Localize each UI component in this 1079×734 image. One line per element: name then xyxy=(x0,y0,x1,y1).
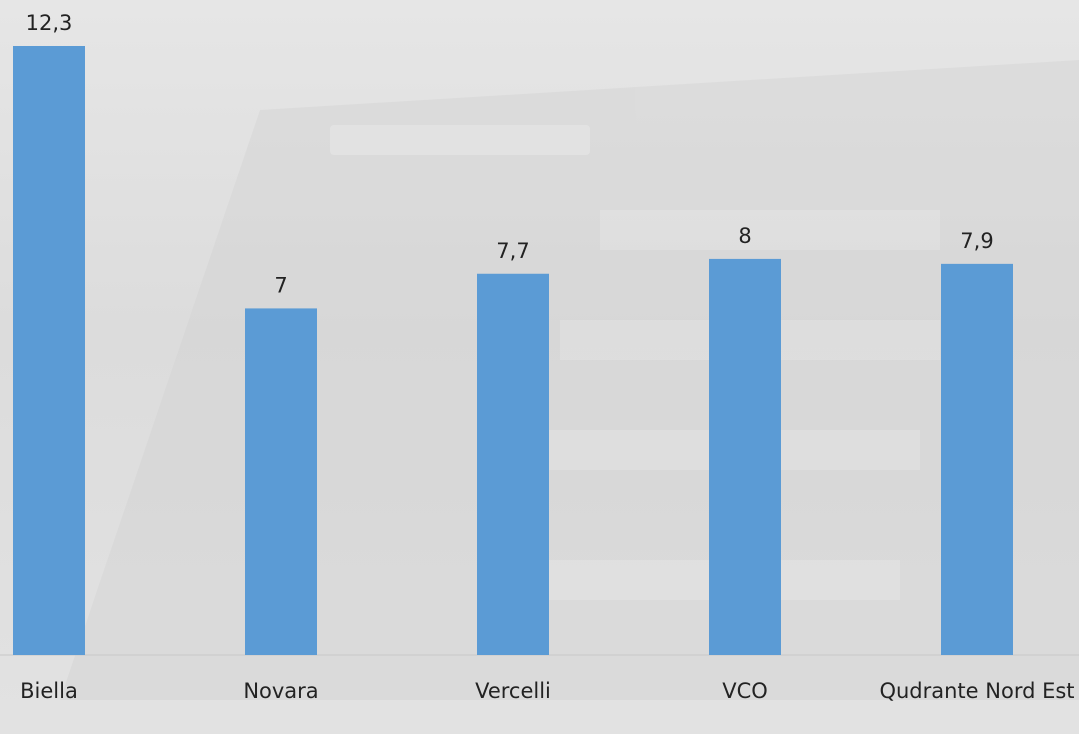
bar xyxy=(941,264,1013,655)
x-tick-label: Novara xyxy=(176,677,386,705)
chart: 12,3 7 7,7 8 7,9 xyxy=(0,0,1079,734)
background-decoration xyxy=(60,60,1079,700)
x-tick-label: Biella xyxy=(0,677,154,705)
value-label: 12,3 xyxy=(26,11,73,35)
page: 12,3 7 7,7 8 7,9 Biella Novara Vercelli VCO Qudr… xyxy=(0,0,1079,734)
bar xyxy=(709,259,781,655)
x-tick-label: VCO xyxy=(640,677,850,705)
bar xyxy=(13,46,85,655)
x-tick-label: Qudrante Nord Est xyxy=(872,677,1079,705)
x-tick-label: Vercelli xyxy=(408,677,618,705)
bar xyxy=(477,274,549,655)
value-label: 7,9 xyxy=(960,229,993,253)
value-label: 7 xyxy=(274,273,287,297)
bar xyxy=(245,308,317,655)
value-label: 7,7 xyxy=(496,239,529,263)
value-label: 8 xyxy=(738,224,751,248)
